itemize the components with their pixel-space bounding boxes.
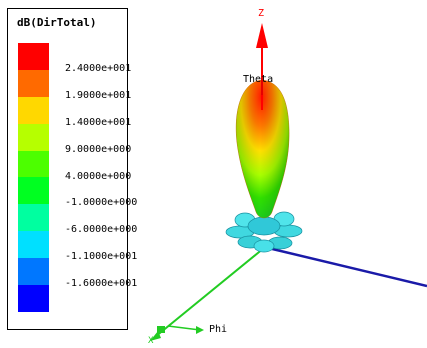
legend-swatch [18, 150, 49, 178]
legend-swatch [18, 69, 49, 97]
phi-arrow-line [167, 325, 201, 331]
legend-swatch [18, 285, 49, 312]
origin-marker [157, 326, 165, 333]
x-axis-line [154, 247, 265, 338]
phi-arrowhead [196, 326, 204, 334]
legend-swatches [18, 43, 49, 312]
z-axis-label: Z [258, 8, 265, 19]
phi-label: Phi [209, 324, 228, 335]
legend-tick-label: -1.0000e+000 [65, 197, 138, 209]
y-axis-line [263, 245, 427, 288]
legend-tick-label: 4.0000e+000 [65, 170, 132, 182]
z-arrowhead [256, 23, 268, 48]
color-legend: dB(DirTotal) 2.4000e+001 1.9000e+001 1.400… [7, 8, 137, 330]
legend-swatch [18, 96, 49, 124]
legend-swatch [18, 123, 49, 151]
legend-swatch [18, 177, 49, 205]
legend-tick-label: -6.0000e+000 [65, 224, 138, 236]
legend-swatch [18, 43, 49, 70]
side-lobes [225, 211, 303, 253]
x-axis-label: X [148, 336, 154, 346]
legend-tick-label: 1.9000e+001 [65, 89, 132, 101]
theta-label: Theta [243, 74, 274, 85]
legend-swatch [18, 258, 49, 286]
legend-tick-label: -1.6000e+001 [65, 278, 138, 290]
x-arrowhead [150, 331, 161, 341]
legend-tick-label: 1.4000e+001 [65, 116, 132, 128]
legend-tick-label: -1.1000e+001 [65, 251, 138, 263]
legend-swatch [18, 231, 49, 259]
legend-title: dB(DirTotal) [17, 16, 97, 29]
legend-swatch [18, 204, 49, 232]
legend-tick-label: 9.0000e+000 [65, 143, 132, 155]
legend-tick-label: 2.4000e+001 [65, 62, 132, 74]
